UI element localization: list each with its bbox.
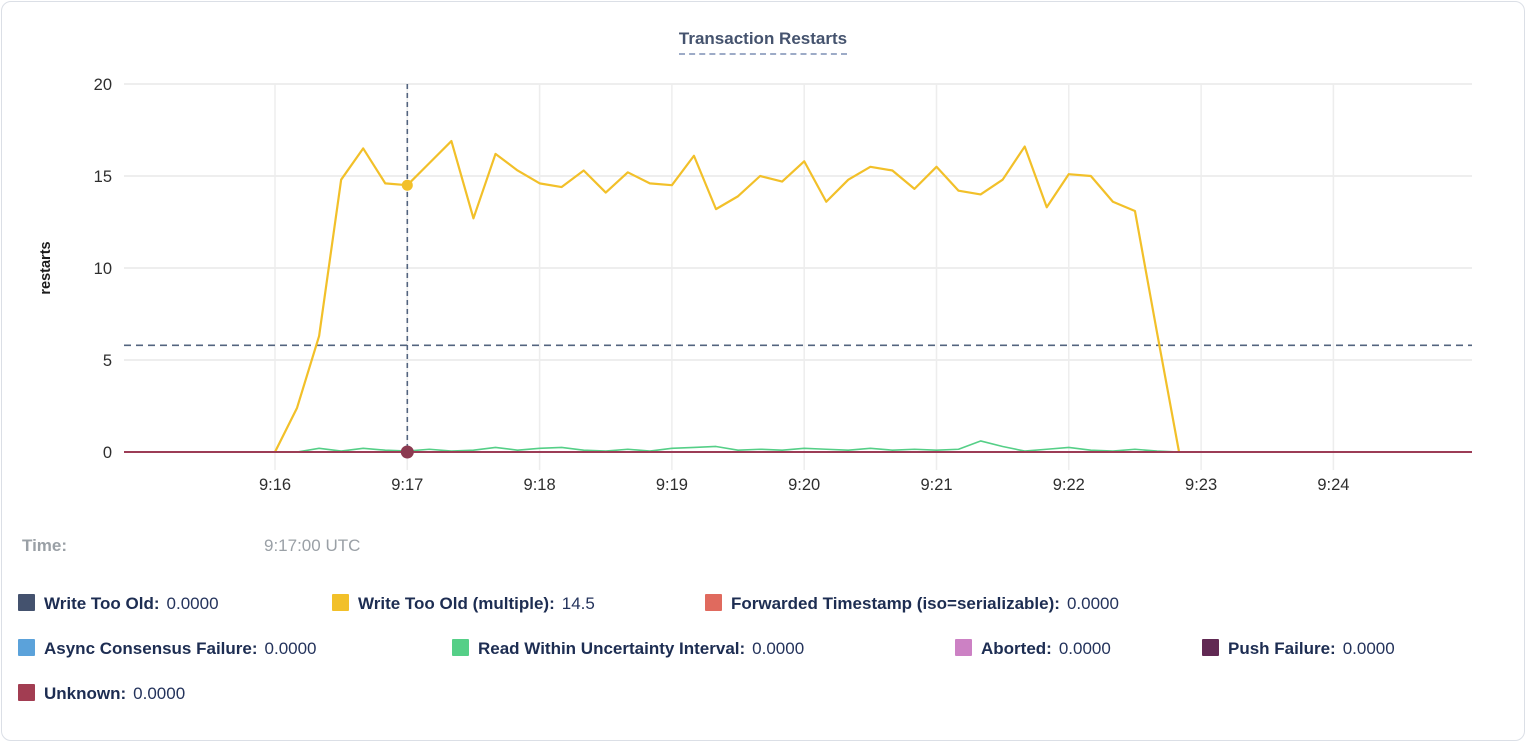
legend-swatch	[452, 639, 469, 656]
legend-label: Push Failure:	[1228, 639, 1336, 658]
legend-item: Read Within Uncertainty Interval: 0.0000	[452, 639, 804, 659]
chart-plot-area[interactable]: 0 5 10 15 20 9:16 9:17 9:18 9:19 9:20 9:21 9:22 9:23…	[2, 2, 1525, 514]
legend-value: 0.0000	[1342, 639, 1395, 658]
y-tick-label: 5	[103, 352, 112, 370]
legend-swatch	[18, 639, 35, 656]
legend-value: 0.0000	[1058, 639, 1111, 658]
x-tick-label: 9:21	[920, 476, 952, 494]
legend-swatch	[1202, 639, 1219, 656]
legend-value: 0.0000	[752, 639, 805, 658]
legend-label: Forwarded Timestamp (iso=serializable):	[731, 594, 1060, 613]
legend-item: Async Consensus Failure: 0.0000	[18, 639, 317, 659]
legend-swatch	[705, 594, 722, 611]
hover-point	[400, 445, 414, 459]
legend-label: Aborted:	[981, 639, 1052, 658]
legend-item: Write Too Old: 0.0000	[18, 594, 219, 614]
legend-value: 0.0000	[166, 594, 219, 613]
x-tick-label: 9:22	[1053, 476, 1085, 494]
x-tick-label: 9:24	[1317, 476, 1349, 494]
legend-label: Read Within Uncertainty Interval:	[478, 639, 746, 658]
y-tick-label: 20	[94, 76, 112, 94]
series-line-read-within-uncertainty-interval	[275, 440, 1180, 453]
chart-title-wrap: Transaction Restarts	[2, 29, 1524, 55]
y-tick-label: 10	[94, 260, 112, 278]
legend-swatch	[18, 684, 35, 701]
legend-item: Aborted: 0.0000	[955, 639, 1111, 659]
chart-title[interactable]: Transaction Restarts	[678, 29, 848, 55]
legend-item: Forwarded Timestamp (iso=serializable): 0…	[705, 594, 1119, 614]
legend-item: Push Failure: 0.0000	[1202, 639, 1395, 659]
x-tick-label: 9:18	[524, 476, 556, 494]
legend-value: 0.0000	[133, 684, 186, 703]
x-tick-label: 9:17	[391, 476, 423, 494]
x-tick-label: 9:23	[1185, 476, 1217, 494]
legend-label: Write Too Old:	[44, 594, 160, 613]
hover-point	[401, 179, 413, 191]
time-value: 9:17:00 UTC	[264, 536, 361, 555]
legend-value: 0.0000	[1066, 594, 1119, 613]
x-tick-label: 9:20	[788, 476, 820, 494]
legend-label: Async Consensus Failure:	[44, 639, 258, 658]
y-axis-label: restarts	[38, 241, 54, 294]
legend-swatch	[955, 639, 972, 656]
legend-label: Write Too Old (multiple):	[358, 594, 555, 613]
y-tick-label: 15	[94, 168, 112, 186]
legend-item: Unknown: 0.0000	[18, 684, 185, 704]
hover-time-row: Time: 9:17:00 UTC	[2, 536, 1524, 558]
legend-label: Unknown:	[44, 684, 127, 703]
x-tick-label: 9:16	[259, 476, 291, 494]
legend-swatch	[18, 594, 35, 611]
x-tick-label: 9:19	[656, 476, 688, 494]
legend-swatch	[332, 594, 349, 611]
series-line-write-too-old-multiple	[274, 139, 1181, 453]
legend-value: 14.5	[561, 594, 595, 613]
legend-value: 0.0000	[264, 639, 317, 658]
time-label: Time:	[22, 536, 68, 555]
y-tick-label: 0	[103, 444, 112, 462]
legend-item: Write Too Old (multiple): 14.5	[332, 594, 595, 614]
